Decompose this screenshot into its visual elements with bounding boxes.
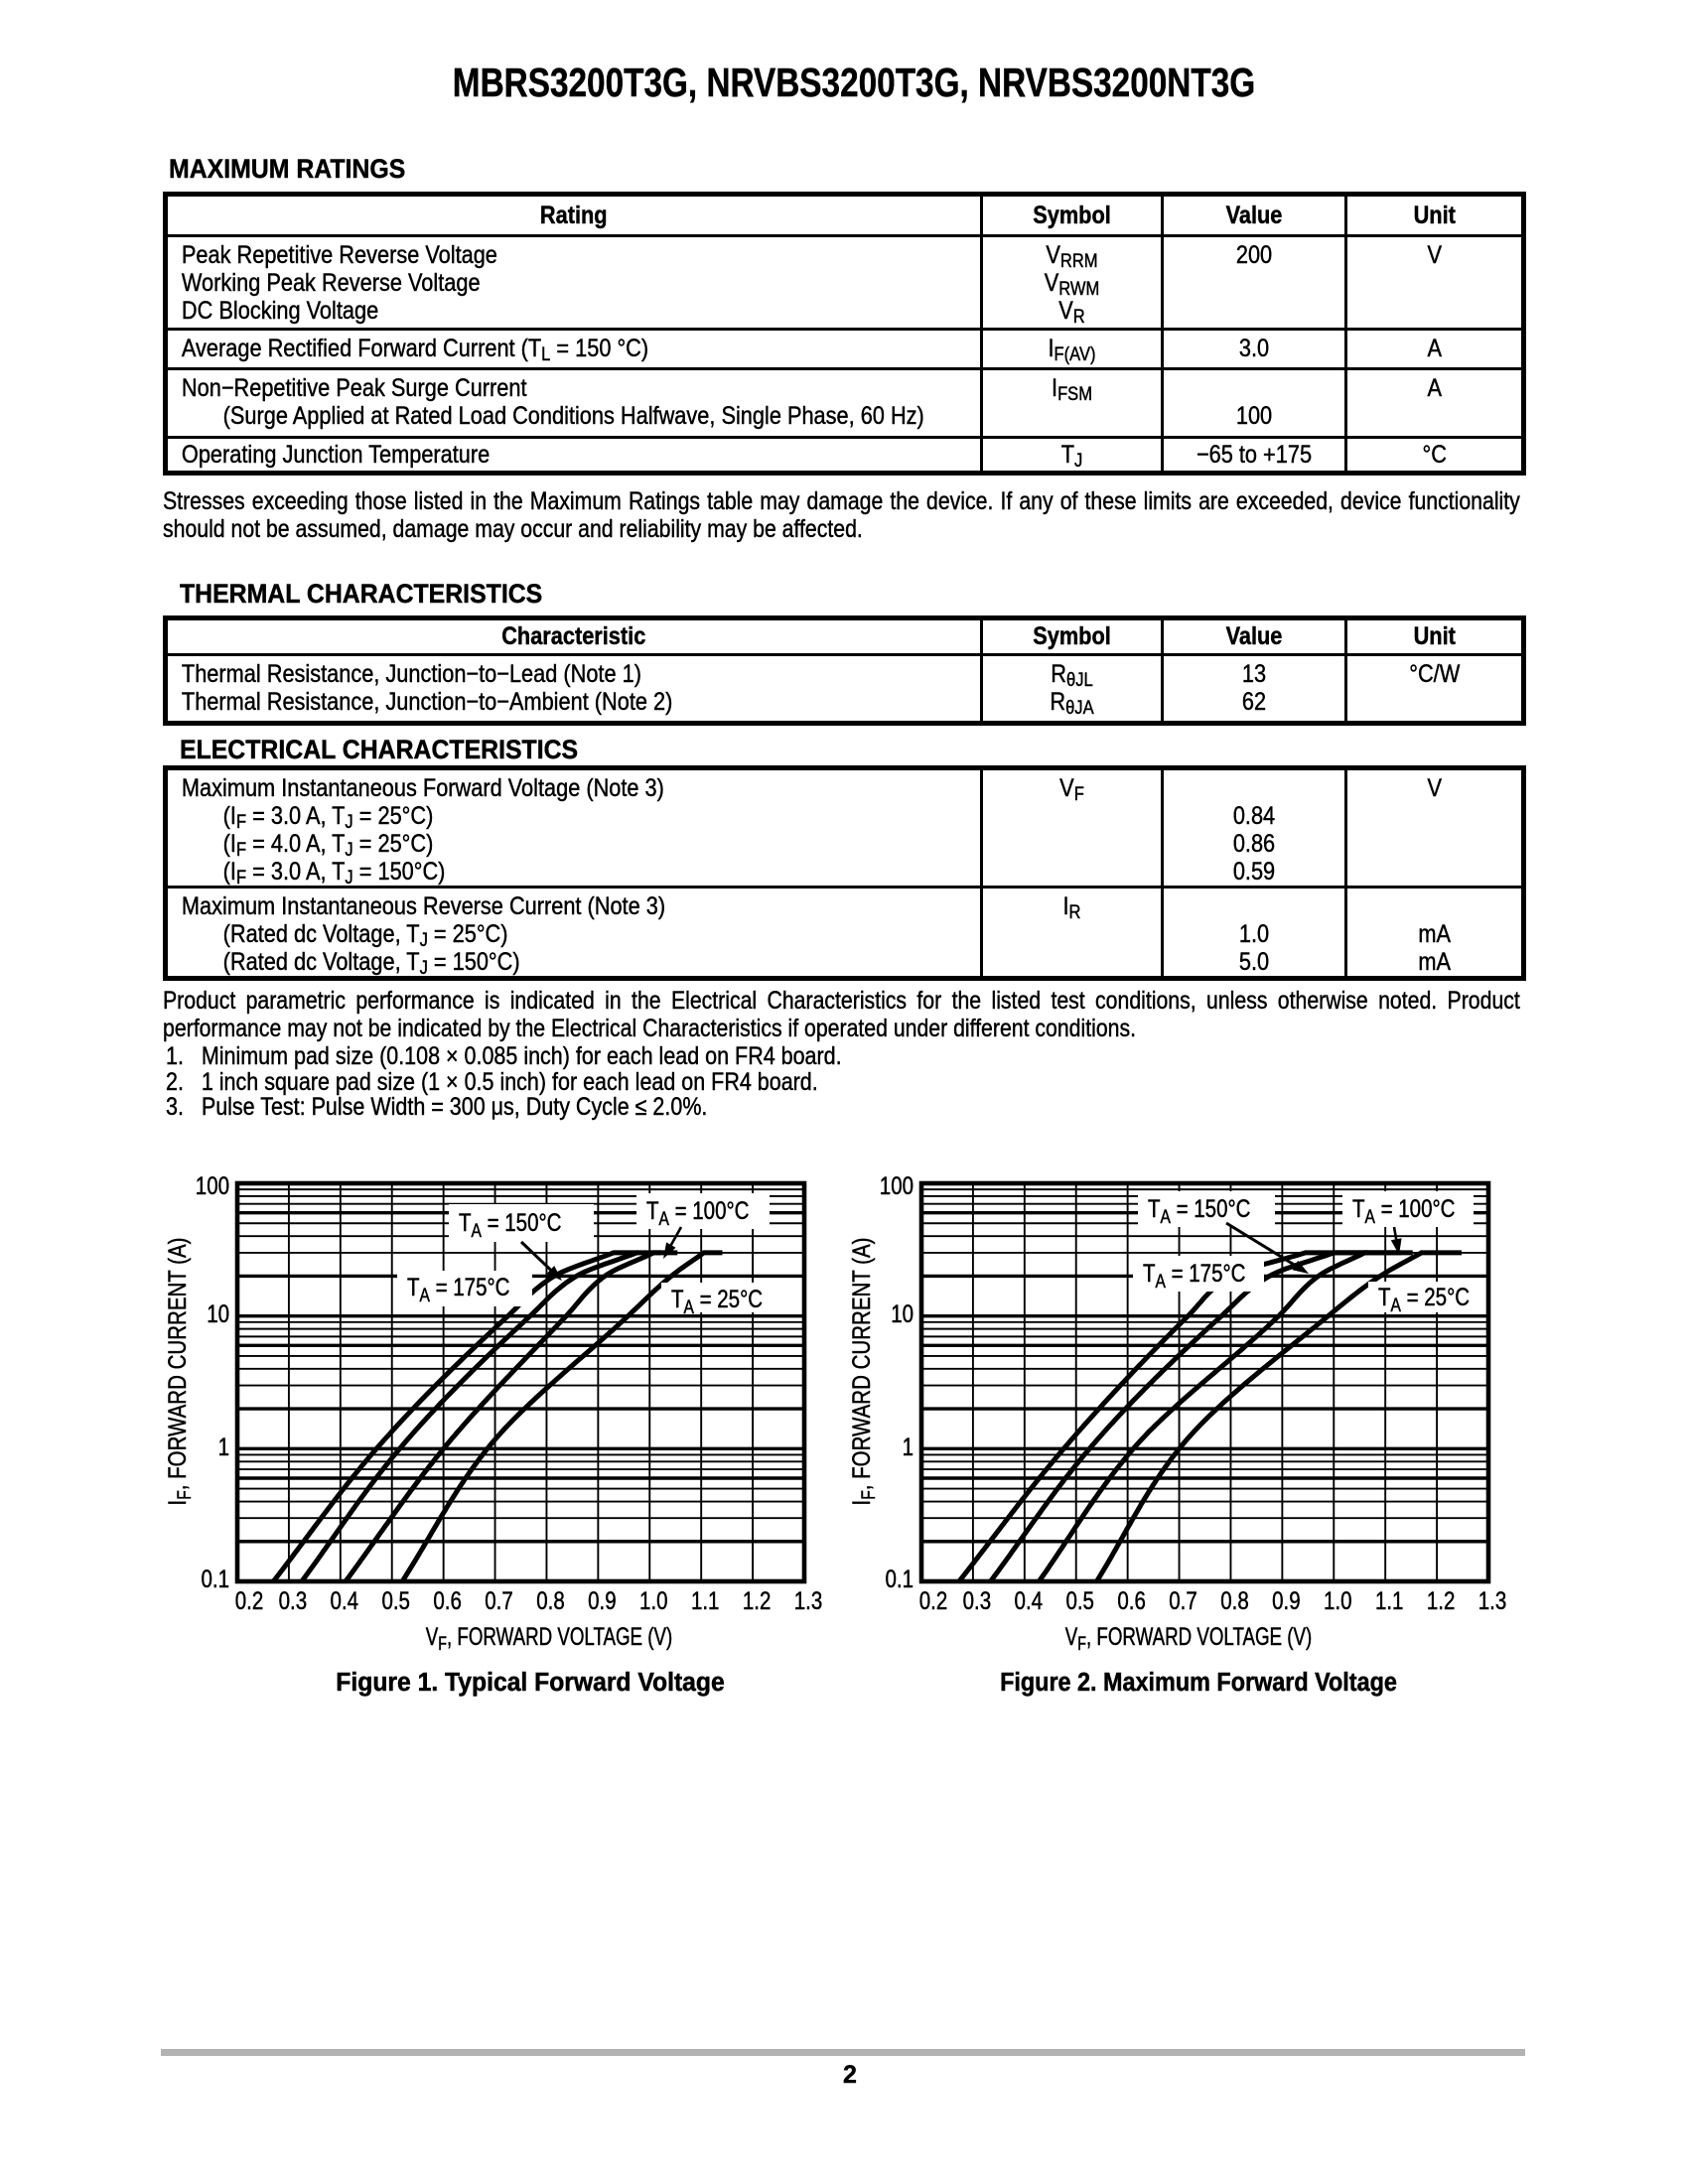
svg-text:1.0: 1.0	[1324, 1586, 1351, 1614]
svg-text:0.7: 0.7	[485, 1586, 512, 1614]
svg-text:10: 10	[891, 1299, 914, 1327]
svg-text:0.7: 0.7	[1169, 1586, 1196, 1614]
svg-text:0.8: 0.8	[1220, 1586, 1248, 1614]
svg-text:1.1: 1.1	[1375, 1586, 1403, 1614]
svg-text:0.9: 0.9	[1272, 1586, 1300, 1614]
svg-text:0.3: 0.3	[963, 1586, 991, 1614]
svg-text:VF, FORWARD VOLTAGE (V): VF, FORWARD VOLTAGE (V)	[1065, 1622, 1312, 1654]
svg-text:0.3: 0.3	[279, 1586, 307, 1614]
svg-text:1.2: 1.2	[1427, 1586, 1455, 1614]
svg-text:0.4: 0.4	[1015, 1586, 1044, 1614]
svg-text:IF, FORWARD CURRENT (A): IF, FORWARD CURRENT (A)	[847, 1238, 879, 1506]
svg-text:1: 1	[218, 1433, 229, 1460]
svg-text:IF, FORWARD CURRENT (A): IF, FORWARD CURRENT (A)	[163, 1238, 195, 1506]
svg-text:1.1: 1.1	[691, 1586, 719, 1614]
svg-text:100: 100	[880, 1171, 914, 1199]
svg-text:0.5: 0.5	[381, 1586, 409, 1614]
svg-text:10: 10	[207, 1299, 229, 1327]
svg-text:0.5: 0.5	[1065, 1586, 1093, 1614]
svg-text:VF, FORWARD VOLTAGE (V): VF, FORWARD VOLTAGE (V)	[426, 1622, 672, 1654]
svg-text:0.2: 0.2	[235, 1586, 263, 1614]
svg-text:1.0: 1.0	[639, 1586, 667, 1614]
svg-text:1: 1	[903, 1433, 914, 1460]
svg-text:1.2: 1.2	[743, 1586, 771, 1614]
svg-text:Figure 1. Typical Forward Volt: Figure 1. Typical Forward Voltage	[336, 1668, 724, 1697]
svg-text:0.1: 0.1	[202, 1565, 229, 1592]
svg-text:100: 100	[196, 1171, 229, 1199]
svg-text:0.1: 0.1	[886, 1565, 914, 1592]
svg-text:TA = 175°C: TA = 175°C	[407, 1273, 509, 1305]
svg-text:TA = 25°C: TA = 25°C	[1378, 1283, 1470, 1315]
svg-text:Figure 2. Maximum Forward Volt: Figure 2. Maximum Forward Voltage	[1000, 1669, 1397, 1697]
svg-text:0.8: 0.8	[536, 1586, 564, 1614]
svg-text:TA = 25°C: TA = 25°C	[671, 1285, 763, 1317]
svg-text:0.4: 0.4	[331, 1586, 359, 1614]
svg-text:0.2: 0.2	[919, 1586, 947, 1614]
svg-text:0.9: 0.9	[588, 1586, 616, 1614]
svg-text:0.6: 0.6	[433, 1586, 461, 1614]
svg-text:0.6: 0.6	[1117, 1586, 1145, 1614]
svg-text:1.3: 1.3	[794, 1586, 822, 1614]
svg-text:1.3: 1.3	[1478, 1586, 1506, 1614]
